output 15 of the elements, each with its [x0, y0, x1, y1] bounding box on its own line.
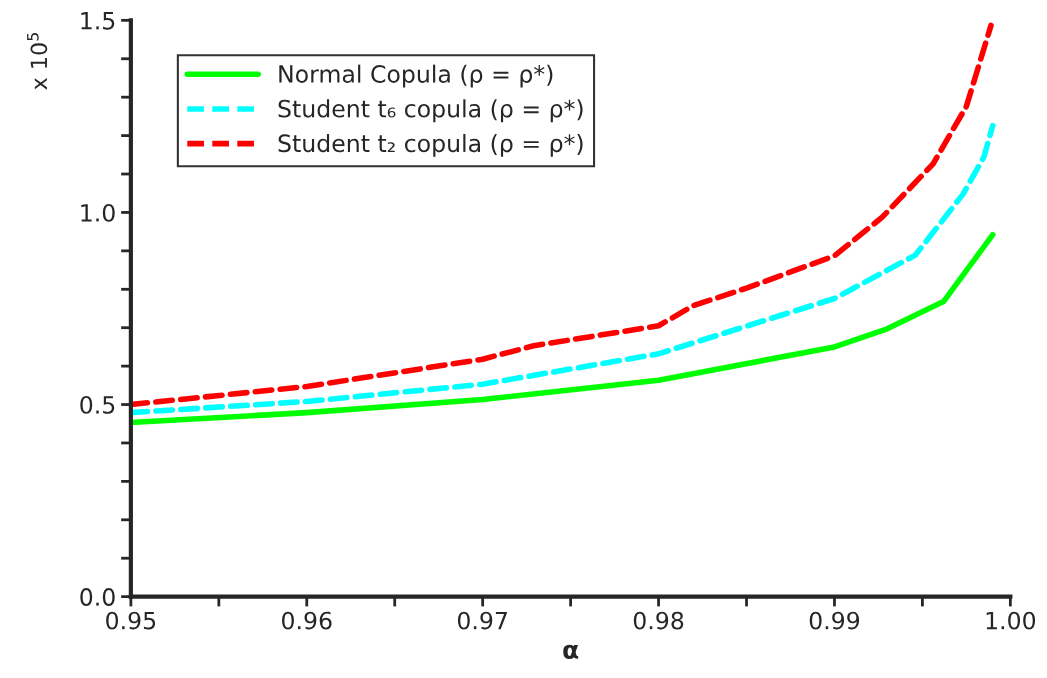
x-tick-label: 0.96 — [282, 611, 332, 630]
legend-label: Student t₆ copula (ρ = ρ*) — [278, 99, 583, 123]
y-tick-label: 0.5 — [80, 395, 115, 414]
legend-label: Normal Copula (ρ = ρ*) — [279, 64, 553, 88]
legend-label: Student t₂ copula (ρ = ρ*) — [278, 133, 583, 157]
x-tick-label: 0.98 — [633, 611, 684, 630]
x-tick-label: 1.00 — [986, 611, 1036, 630]
x-tick-label: 0.99 — [809, 611, 860, 630]
y-tick-label: 1.0 — [81, 203, 115, 222]
y-axis-title: x 10$^{5}$ — [27, 33, 48, 90]
x-tick-label: 0.95 — [106, 611, 156, 630]
y-tick-label: 1.5 — [81, 12, 115, 30]
x-axis-title: α — [563, 644, 579, 659]
y-tick-label: 0.0 — [80, 588, 115, 606]
x-tick-label: 0.97 — [457, 611, 507, 630]
